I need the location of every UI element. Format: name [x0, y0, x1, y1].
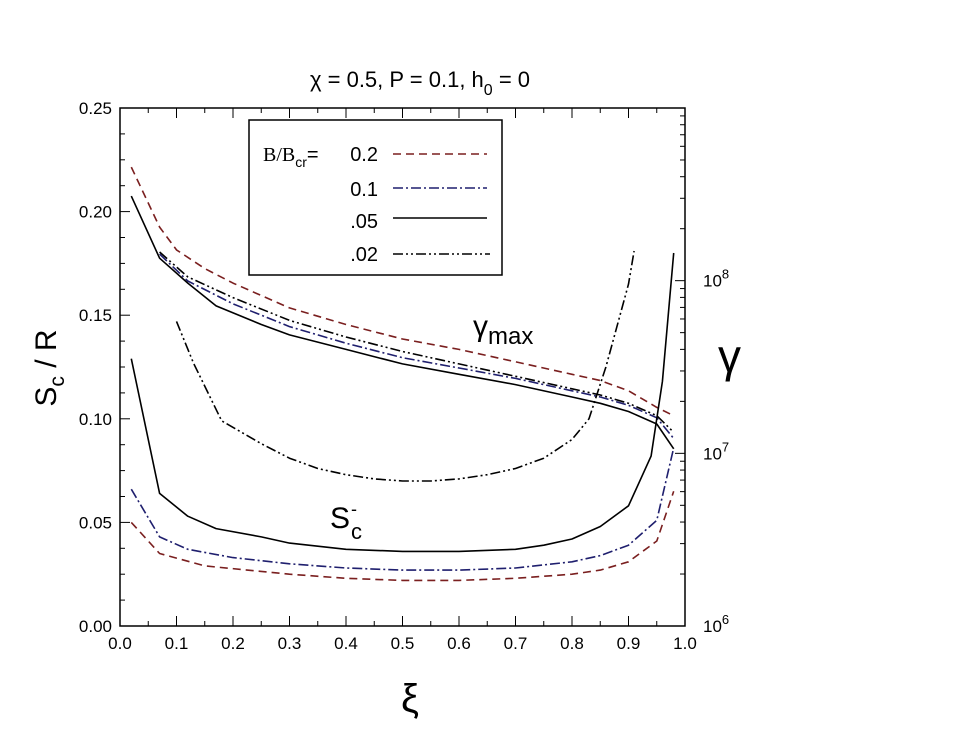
gamma-max-annotation: γmax	[473, 310, 533, 350]
series-3-gamma-max-line	[159, 251, 675, 433]
series-2-s-minus-line	[130, 252, 675, 553]
x-tick-label: 0.0	[108, 634, 132, 653]
x-axis: 0.0 0.1 0.2 0.3 0.4 0.5 0.6 0.7 0.8 0.9 1.0	[108, 108, 697, 653]
series-1-gamma-max-line	[159, 253, 675, 440]
y2-axis: 106 107 108	[675, 107, 729, 636]
legend-label-2: .05	[350, 211, 378, 233]
series-layer	[130, 166, 675, 582]
y2-tick-label: 108	[703, 267, 729, 291]
y-axis: 0.00 0.05 0.10 0.15 0.20 0.25	[79, 99, 130, 636]
y-tick-label: 0.15	[79, 306, 112, 325]
x-tick-label: 0.5	[391, 634, 415, 653]
y-tick-label: 0.00	[79, 617, 112, 636]
x-tick-label: 0.8	[560, 634, 584, 653]
s-minus-annotation: S-c	[330, 499, 362, 544]
x-axis-label: ξ	[401, 677, 419, 721]
y-tick-label: 0.25	[79, 99, 112, 118]
legend-label-0: 0.2	[350, 144, 378, 166]
x-tick-label: 0.7	[504, 634, 528, 653]
x-tick-label: 1.0	[673, 634, 697, 653]
series-0-gamma-max-line	[130, 166, 675, 417]
legend-header: B/Bcr=	[263, 144, 319, 170]
y-tick-label: 0.05	[79, 513, 112, 532]
legend-label-1: 0.1	[350, 179, 378, 201]
legend-box	[248, 119, 503, 276]
chart-title: χ = 0.5, P = 0.1, h0 = 0	[310, 67, 530, 99]
x-tick-label: 0.6	[447, 634, 471, 653]
y-tick-label: 0.10	[79, 410, 112, 429]
y2-tick-label: 106	[703, 612, 729, 636]
series-1-s-minus-line	[130, 447, 675, 571]
x-tick-label: 0.4	[334, 634, 358, 653]
y-axis-label: Sc / R	[30, 329, 69, 406]
y2-tick-label: 107	[703, 439, 729, 463]
y2-axis-label: γ	[718, 330, 741, 382]
series-0-s-minus-line	[130, 491, 675, 582]
x-tick-label: 0.9	[617, 634, 641, 653]
x-tick-label: 0.1	[165, 634, 189, 653]
x-tick-label: 0.2	[221, 634, 245, 653]
y-tick-label: 0.20	[79, 203, 112, 222]
series-3-s-minus-line	[175, 250, 635, 482]
legend: B/Bcr= 0.2 0.1 .05 .02	[248, 119, 503, 276]
series-2-gamma-max-line	[130, 195, 675, 450]
legend-label-3: .02	[350, 244, 378, 266]
x-tick-label: 0.3	[278, 634, 302, 653]
